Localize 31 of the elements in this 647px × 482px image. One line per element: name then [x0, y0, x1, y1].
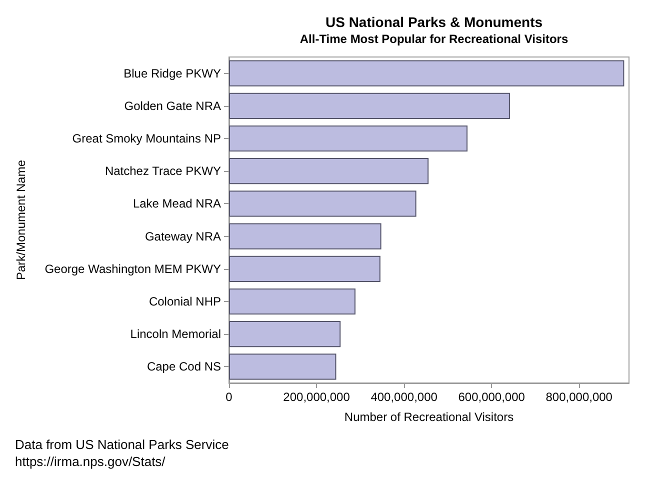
- chart-subtitle: All-Time Most Popular for Recreational Visitors: [300, 32, 568, 46]
- text: https://irma.nps.gov/Stats/: [15, 454, 166, 469]
- y-tick-label: Blue Ridge PKWY: [124, 66, 221, 80]
- bar: [229, 354, 336, 380]
- y-tick-label: Lincoln Memorial: [130, 327, 221, 342]
- x-tick-label: 200,000,000: [283, 390, 350, 404]
- chart-title: US National Parks & Monuments: [325, 14, 543, 30]
- y-tick-label: George Washington MEM PKWY: [44, 262, 221, 276]
- x-tick-label: 800,000,000: [546, 390, 613, 404]
- y-tick-label: Colonial NHP: [148, 294, 221, 308]
- text: Data from US National Parks Service: [15, 437, 229, 452]
- bar: [229, 288, 356, 315]
- y-tick-label: Cape Cod NS: [146, 360, 221, 374]
- x-tick-label: 400,000,000: [370, 390, 438, 404]
- bar: [229, 60, 624, 86]
- bar: [229, 125, 468, 152]
- bar: [229, 158, 429, 184]
- bar: [229, 92, 510, 119]
- bar: [229, 190, 416, 217]
- x-axis-title: Number of Recreational Visitors: [344, 410, 514, 424]
- y-tick-label: Lake Mead NRA: [132, 196, 221, 211]
- bar: [229, 321, 341, 348]
- y-tick-label: Natchez Trace PKWY: [104, 164, 221, 178]
- x-tick-label: 600,000,000: [458, 390, 526, 404]
- bar: [229, 256, 380, 282]
- y-axis-title: Park/Monument Name: [14, 160, 28, 280]
- bar: [229, 223, 382, 250]
- y-tick-label: Gateway NRA: [144, 229, 221, 244]
- x-tick-label: 0: [226, 390, 233, 404]
- y-tick-label: Great Smoky Mountains NP: [72, 132, 221, 146]
- y-tick-label: Golden Gate NRA: [124, 98, 221, 113]
